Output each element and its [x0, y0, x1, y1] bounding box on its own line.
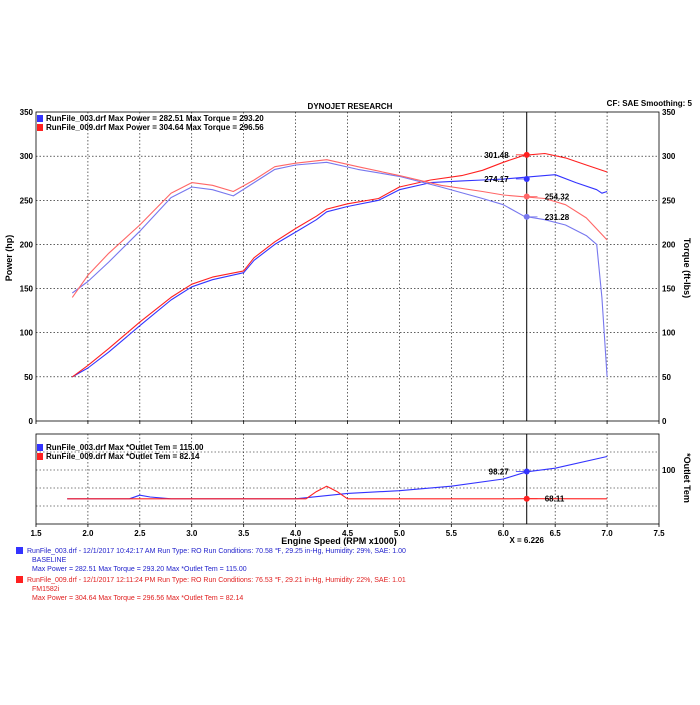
run2-torque-annotation-label: 254.32 [545, 192, 570, 201]
run2-outlet-annotation-label: 68.11 [545, 495, 565, 504]
torque-tick-label: 100 [662, 329, 676, 338]
footer-run1-line1: RunFile_003.drf - 12/1/2017 10:42:17 AM … [27, 548, 406, 555]
run2-torque-line [71, 159, 608, 298]
power-tick-label: 250 [20, 196, 34, 205]
power-tick-label: 0 [29, 417, 34, 426]
legend-entry: RunFile_009.drf Max Power = 304.64 Max T… [46, 123, 264, 132]
run1-power-line [72, 174, 608, 378]
x-tick-label: 1.5 [30, 529, 42, 538]
x-tick-label: 4.5 [342, 529, 354, 538]
x-tick-label: 6.0 [498, 529, 510, 538]
run1-outlet-annotation-label: 98.27 [489, 468, 510, 477]
legend-entry: RunFile_009.drf Max *Outlet Tem = 82.14 [46, 452, 200, 461]
run1-swatch-icon [16, 547, 23, 554]
torque-tick-label: 0 [662, 417, 667, 426]
legend-swatch-icon [37, 444, 43, 451]
run1-torque-cursor-marker [523, 213, 530, 220]
chart-header-title: DYNOJET RESEARCH [308, 102, 393, 111]
power-tick-label: 200 [20, 240, 34, 249]
run1-outlet-cursor-marker [523, 468, 530, 475]
run1-outlet-line [67, 455, 608, 500]
footer-run1-line2: BASELINE [32, 557, 67, 564]
power-axis-label: Power (hp) [4, 235, 14, 282]
legend-entry: RunFile_003.drf Max *Outlet Tem = 115.00 [46, 443, 204, 452]
run2-swatch-icon [16, 576, 23, 583]
footer-run1: RunFile_003.drf - 12/1/2017 10:42:17 AM … [16, 547, 406, 574]
rpm-axis-label: Engine Speed (RPM x1000) [281, 536, 397, 546]
power-tick-label: 300 [20, 152, 34, 161]
x-tick-label: 3.5 [238, 529, 250, 538]
x-tick-label: 7.0 [602, 529, 614, 538]
run1-power-cursor-marker [523, 175, 530, 182]
x-tick-label: 3.0 [186, 529, 198, 538]
footer-run2: RunFile_009.drf - 12/1/2017 12:11:24 PM … [16, 576, 406, 603]
run1-torque-line [71, 161, 608, 377]
legend-swatch-icon [37, 453, 43, 460]
cursor-x-readout: X = 6.226 [509, 536, 544, 545]
x-tick-label: 6.5 [550, 529, 562, 538]
x-tick-label: 7.5 [653, 529, 665, 538]
power-tick-label: 150 [20, 285, 34, 294]
x-tick-label: 5.5 [446, 529, 458, 538]
outlet-tick-label: 100 [662, 466, 676, 475]
legend-swatch-icon [37, 124, 43, 131]
power-tick-label: 350 [20, 108, 34, 117]
run2-outlet-cursor-marker [523, 495, 530, 502]
legend-entry: RunFile_003.drf Max Power = 282.51 Max T… [46, 114, 264, 123]
x-tick-label: 5.0 [394, 529, 406, 538]
torque-tick-label: 150 [662, 285, 676, 294]
chart-header-settings: CF: SAE Smoothing: 5 [607, 99, 693, 108]
x-tick-label: 4.0 [290, 529, 302, 538]
run1-torque-annotation-label: 231.28 [545, 213, 570, 222]
run2-outlet-line [67, 485, 608, 500]
torque-tick-label: 250 [662, 196, 676, 205]
torque-tick-label: 350 [662, 108, 676, 117]
torque-axis-label: Torque (ft-lbs) [682, 238, 692, 298]
legend-swatch-icon [37, 115, 43, 122]
x-tick-label: 2.5 [134, 529, 146, 538]
torque-tick-label: 300 [662, 152, 676, 161]
power-tick-label: 100 [20, 329, 34, 338]
run1-power-annotation-label: 274.17 [484, 175, 509, 184]
run2-power-cursor-marker [523, 151, 530, 158]
footer-run1-line3: Max Power = 282.51 Max Torque = 293.20 M… [32, 566, 247, 573]
power-tick-label: 50 [24, 373, 33, 382]
outlet-temp-axis-label: *Outlet Tem [682, 453, 692, 503]
torque-tick-label: 200 [662, 240, 676, 249]
footer-run2-line1: RunFile_009.drf - 12/1/2017 12:11:24 PM … [27, 577, 406, 584]
run2-power-annotation-label: 301.48 [484, 151, 509, 160]
footer-run2-line2: FM1582i [32, 586, 60, 593]
torque-tick-label: 50 [662, 373, 671, 382]
x-tick-label: 2.0 [82, 529, 94, 538]
footer-run2-line3: Max Power = 304.64 Max Torque = 296.56 M… [32, 595, 244, 602]
run2-torque-cursor-marker [523, 193, 530, 200]
